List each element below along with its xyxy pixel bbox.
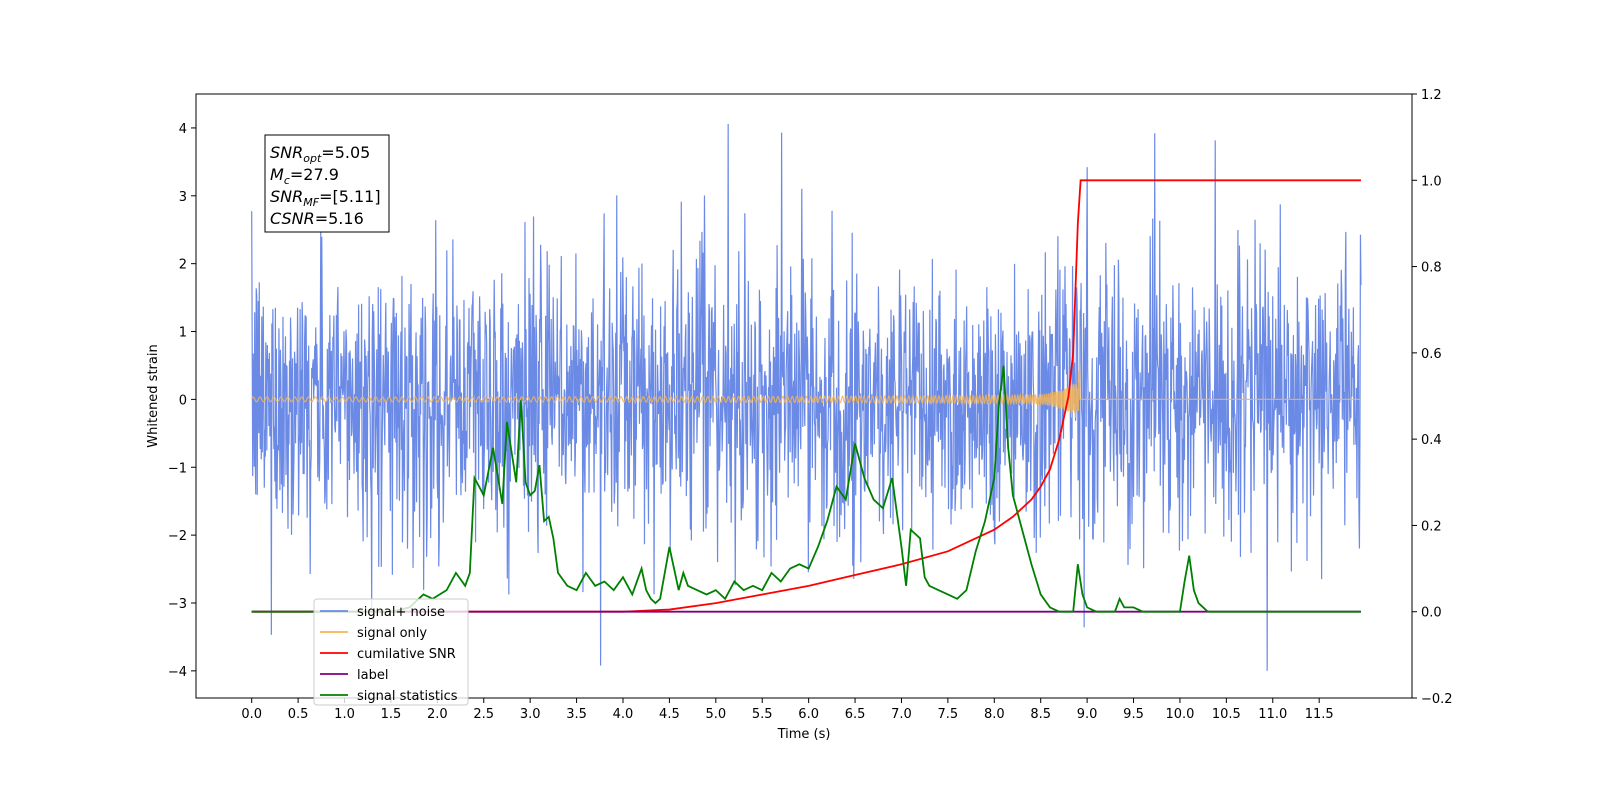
y-right-tick-label: 0.4 bbox=[1421, 433, 1442, 448]
annotation-line: SNRopt=5.05 bbox=[270, 143, 370, 165]
x-tick-label: 9.0 bbox=[1077, 707, 1098, 722]
y-axis-left: 4 3 2 1 0 −1 −2 −3 −4 bbox=[168, 122, 196, 680]
series-signal-only-line bbox=[251, 364, 1361, 418]
legend-label: signal+ noise bbox=[357, 605, 445, 620]
series-signal-noise-line bbox=[251, 123, 1362, 671]
signal-noise-layer bbox=[251, 123, 1362, 671]
x-tick-label: 10.0 bbox=[1165, 707, 1194, 722]
legend-entry: signal statistics bbox=[320, 689, 458, 704]
x-tick-label: 2.0 bbox=[427, 707, 448, 722]
x-tick-label: 3.5 bbox=[566, 707, 587, 722]
legend-label: signal statistics bbox=[357, 689, 458, 704]
y-right-tick-label: 1.2 bbox=[1421, 88, 1442, 103]
series-signal-statistics-line bbox=[251, 365, 1361, 613]
x-tick-label: 1.0 bbox=[334, 707, 355, 722]
x-tick-label: 11.5 bbox=[1305, 707, 1334, 722]
series-cumilative-snr-line bbox=[251, 179, 1361, 613]
y-axis-left-label: Whitened strain bbox=[146, 344, 161, 447]
x-tick-label: 9.5 bbox=[1123, 707, 1144, 722]
legend-label: signal only bbox=[357, 626, 427, 641]
y-left-tick-label: 4 bbox=[179, 122, 187, 137]
annotation-box-frame bbox=[264, 134, 390, 233]
x-tick-label: 6.0 bbox=[798, 707, 819, 722]
signal-only-layer bbox=[251, 364, 1361, 418]
x-tick-label: 11.0 bbox=[1258, 707, 1287, 722]
x-tick-label: 5.5 bbox=[752, 707, 773, 722]
x-tick-label: 5.0 bbox=[705, 707, 726, 722]
y-right-tick-label: −0.2 bbox=[1421, 692, 1453, 707]
y-right-tick-label: 0.0 bbox=[1421, 606, 1442, 621]
x-tick-label: 0.0 bbox=[241, 707, 262, 722]
x-tick-label: 4.0 bbox=[613, 707, 634, 722]
x-axis-label: Time (s) bbox=[777, 727, 831, 742]
x-tick-label: 1.5 bbox=[381, 707, 402, 722]
legend-label: label bbox=[357, 668, 388, 683]
y-left-tick-label: 2 bbox=[179, 258, 187, 273]
legend-entry: signal+ noise bbox=[320, 605, 445, 620]
x-tick-label: 7.0 bbox=[891, 707, 912, 722]
x-tick-label: 6.5 bbox=[845, 707, 866, 722]
y-right-tick-label: 0.2 bbox=[1421, 519, 1442, 534]
x-tick-label: 8.5 bbox=[1030, 707, 1051, 722]
legend-frame bbox=[313, 598, 469, 706]
legend-entry: cumilative SNR bbox=[320, 647, 456, 662]
x-tick-label: 3.0 bbox=[520, 707, 541, 722]
annotation-line: SNRMF=[5.11] bbox=[270, 187, 381, 209]
x-tick-label: 10.5 bbox=[1212, 707, 1241, 722]
y-right-tick-label: 1.0 bbox=[1421, 174, 1442, 189]
x-tick-label: 8.0 bbox=[984, 707, 1005, 722]
x-axis: 0.0 0.5 1.0 1.5 2.0 2.5 3.0 3.5 4.0 4.5 5.0 5.5 6.0 6… bbox=[241, 698, 1334, 722]
y-left-tick-label: −3 bbox=[168, 597, 187, 612]
y-axis-right: 1.2 1.0 0.8 0.6 0.4 0.2 0.0 −0.2 bbox=[1412, 88, 1453, 707]
annotation-line: CSNR=5.16 bbox=[270, 209, 364, 228]
y-left-tick-label: 3 bbox=[179, 190, 187, 205]
plot-frame bbox=[195, 93, 1413, 699]
y-right-tick-label: 0.8 bbox=[1421, 261, 1442, 276]
annotation-line: Mc=27.9 bbox=[270, 165, 339, 187]
y-left-tick-label: −1 bbox=[168, 461, 187, 476]
y-left-tick-label: −2 bbox=[168, 529, 187, 544]
legend-entry: label bbox=[320, 668, 388, 683]
legend-entry: signal only bbox=[320, 626, 427, 641]
x-tick-label: 7.5 bbox=[938, 707, 959, 722]
x-tick-label: 4.5 bbox=[659, 707, 680, 722]
y-right-tick-label: 0.6 bbox=[1421, 347, 1442, 362]
legend-label: cumilative SNR bbox=[357, 647, 456, 662]
x-tick-label: 0.5 bbox=[288, 707, 309, 722]
y-left-tick-label: 1 bbox=[179, 326, 187, 341]
y-left-tick-label: −4 bbox=[168, 665, 187, 680]
y-left-tick-label: 0 bbox=[179, 393, 187, 408]
legend: signal+ noise signal only cumilative SNR la… bbox=[313, 598, 469, 706]
x-tick-label: 2.5 bbox=[473, 707, 494, 722]
